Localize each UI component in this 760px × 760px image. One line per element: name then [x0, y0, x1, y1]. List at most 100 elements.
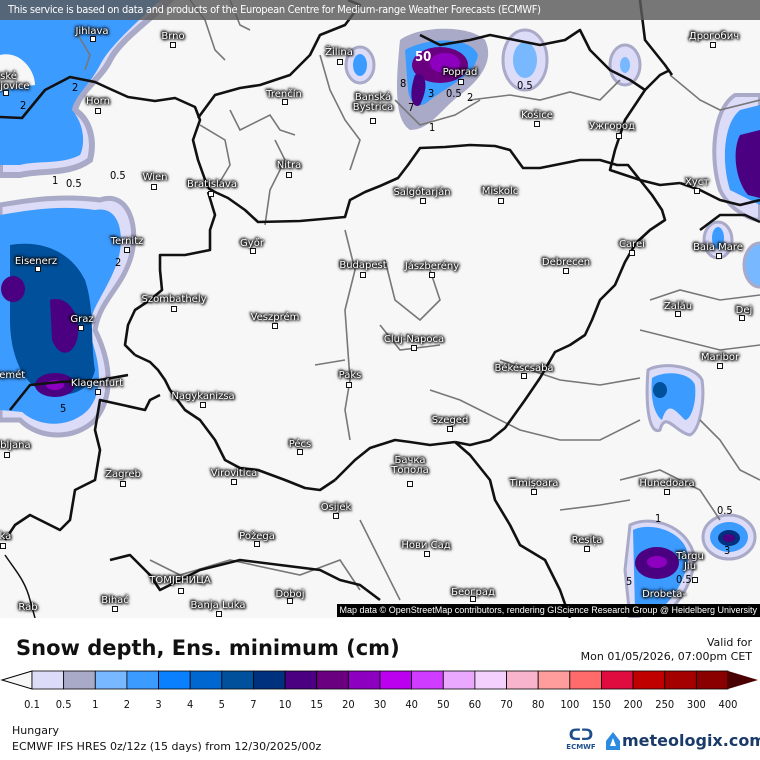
- city-label: Virovitica: [210, 468, 258, 479]
- border-hu-rs: [334, 438, 456, 481]
- city-label: Košice: [521, 110, 553, 121]
- colorbar-tick-label: 2: [123, 698, 131, 711]
- city-marker: [584, 546, 590, 552]
- colorbar-tick-label: 1: [92, 698, 99, 711]
- city-label: Trenčín: [266, 89, 302, 100]
- city-label: Дрогобич: [688, 31, 740, 42]
- city-marker: [521, 373, 527, 379]
- city-label: Maribor: [700, 352, 740, 363]
- city-label: Jászberény: [404, 261, 460, 272]
- city-label: Salgótarján: [393, 187, 451, 198]
- contour-label: 1: [655, 512, 662, 525]
- city-marker: [95, 389, 101, 395]
- city-label: Banská Bystrica: [352, 92, 394, 113]
- colorbar-tick-label: 7: [250, 698, 257, 711]
- city-label: Drobeta-: [642, 589, 686, 600]
- colorbar-cell: [379, 670, 413, 690]
- colorbar-tick-label: 30: [373, 698, 387, 711]
- border-sk-pl: [419, 28, 671, 92]
- city-label: Miskolc: [481, 186, 519, 197]
- colorbar-cell: [63, 670, 96, 690]
- city-marker: [360, 272, 366, 278]
- colorbar-cell: [347, 670, 381, 690]
- border-at-si: [8, 373, 129, 411]
- city-label: Eisenerz: [14, 256, 58, 267]
- meteologix-logo[interactable]: meteologix.com: [606, 731, 760, 750]
- colorbar-tick-label: 5: [218, 698, 225, 711]
- city-marker: [95, 108, 101, 114]
- city-marker: [254, 541, 260, 547]
- city-label: Szombathely: [141, 294, 207, 305]
- city-marker: [470, 596, 476, 602]
- colorbar-tick-label: 200: [623, 698, 643, 711]
- city-label: Београд: [451, 587, 495, 598]
- border-cz-at: [0, 75, 210, 189]
- city-marker: [411, 345, 417, 351]
- city-label: Győr: [240, 238, 264, 249]
- contour-label: 1: [52, 174, 59, 187]
- city-marker: [407, 481, 413, 487]
- border-hu-ro: [454, 179, 667, 447]
- region-name: Hungary: [12, 724, 59, 737]
- city-marker: [692, 577, 698, 583]
- city-label: Paks: [338, 370, 362, 381]
- city-label: Poprad: [442, 67, 478, 78]
- city-marker: [250, 248, 256, 254]
- city-label: Dej: [735, 305, 753, 316]
- colorbar-tick-label: 80: [531, 698, 545, 711]
- city-marker: [716, 253, 722, 259]
- city-label: Ternitz: [110, 236, 144, 247]
- city-label: Nagykanizsa: [171, 391, 235, 402]
- meteologix-logo-text: meteologix.com: [622, 731, 760, 750]
- colorbar-over-arrow: [728, 671, 758, 689]
- city-marker: [112, 606, 118, 612]
- city-label: Brno: [161, 31, 185, 42]
- city-label: Timișoara: [509, 478, 559, 489]
- contour-label: 2: [467, 91, 474, 104]
- city-marker: [272, 323, 278, 329]
- border-hr-si: [3, 393, 161, 541]
- colorbar-tick-label: 0.5: [55, 698, 72, 711]
- colorbar-cell: [284, 670, 318, 690]
- city-marker: [4, 452, 10, 458]
- colorbar-cell: [158, 670, 191, 690]
- contour-label: 2: [115, 256, 122, 269]
- city-label: Horn: [86, 96, 110, 107]
- city-marker: [694, 188, 700, 194]
- city-marker: [35, 266, 41, 272]
- colorbar-cell: [253, 670, 286, 690]
- city-label: Rijeka: [0, 531, 12, 542]
- border-sk-ua: [608, 89, 647, 182]
- country-borders: [0, 0, 760, 618]
- ecmwf-logo-icon: ᑕᑐ: [568, 726, 594, 744]
- city-marker: [424, 551, 430, 557]
- colorbar-tick-label: 0.1: [24, 698, 40, 711]
- city-marker: [297, 449, 303, 455]
- city-marker: [287, 598, 293, 604]
- map-attribution[interactable]: Map data © OpenStreetMap contributors, r…: [336, 604, 760, 617]
- valid-time: Mon 01/05/2026, 07:00pm CET: [580, 650, 752, 663]
- city-label: Nitra: [276, 160, 302, 171]
- border-east: [699, 213, 760, 232]
- city-label: Klagenfurt: [70, 378, 124, 389]
- colorbar-cell: [632, 670, 666, 690]
- colorbar-cell: [411, 670, 444, 690]
- colorbar-cell: [601, 670, 634, 690]
- forecast-map[interactable]: Jihlava Brno České Budějovice Horn Wien Brati…: [0, 0, 760, 618]
- city-marker: [717, 363, 723, 369]
- regional-borders: [74, 0, 760, 601]
- city-marker: [282, 99, 288, 105]
- meteologix-drop-icon: [606, 731, 620, 750]
- city-label: Doboj: [275, 589, 305, 600]
- colorbar-tick-label: 70: [500, 698, 513, 711]
- city-marker: [120, 481, 126, 487]
- contour-label: 0.5: [110, 169, 126, 182]
- city-marker: [333, 513, 339, 519]
- colorbar-cell: [316, 670, 349, 690]
- colorbar-cell: [442, 670, 476, 690]
- contour-label: 1: [429, 121, 436, 134]
- city-marker: [124, 247, 130, 253]
- colorbar-cell: [126, 670, 159, 690]
- city-label: Zalău: [663, 301, 693, 312]
- colorbar-cell: [94, 670, 128, 690]
